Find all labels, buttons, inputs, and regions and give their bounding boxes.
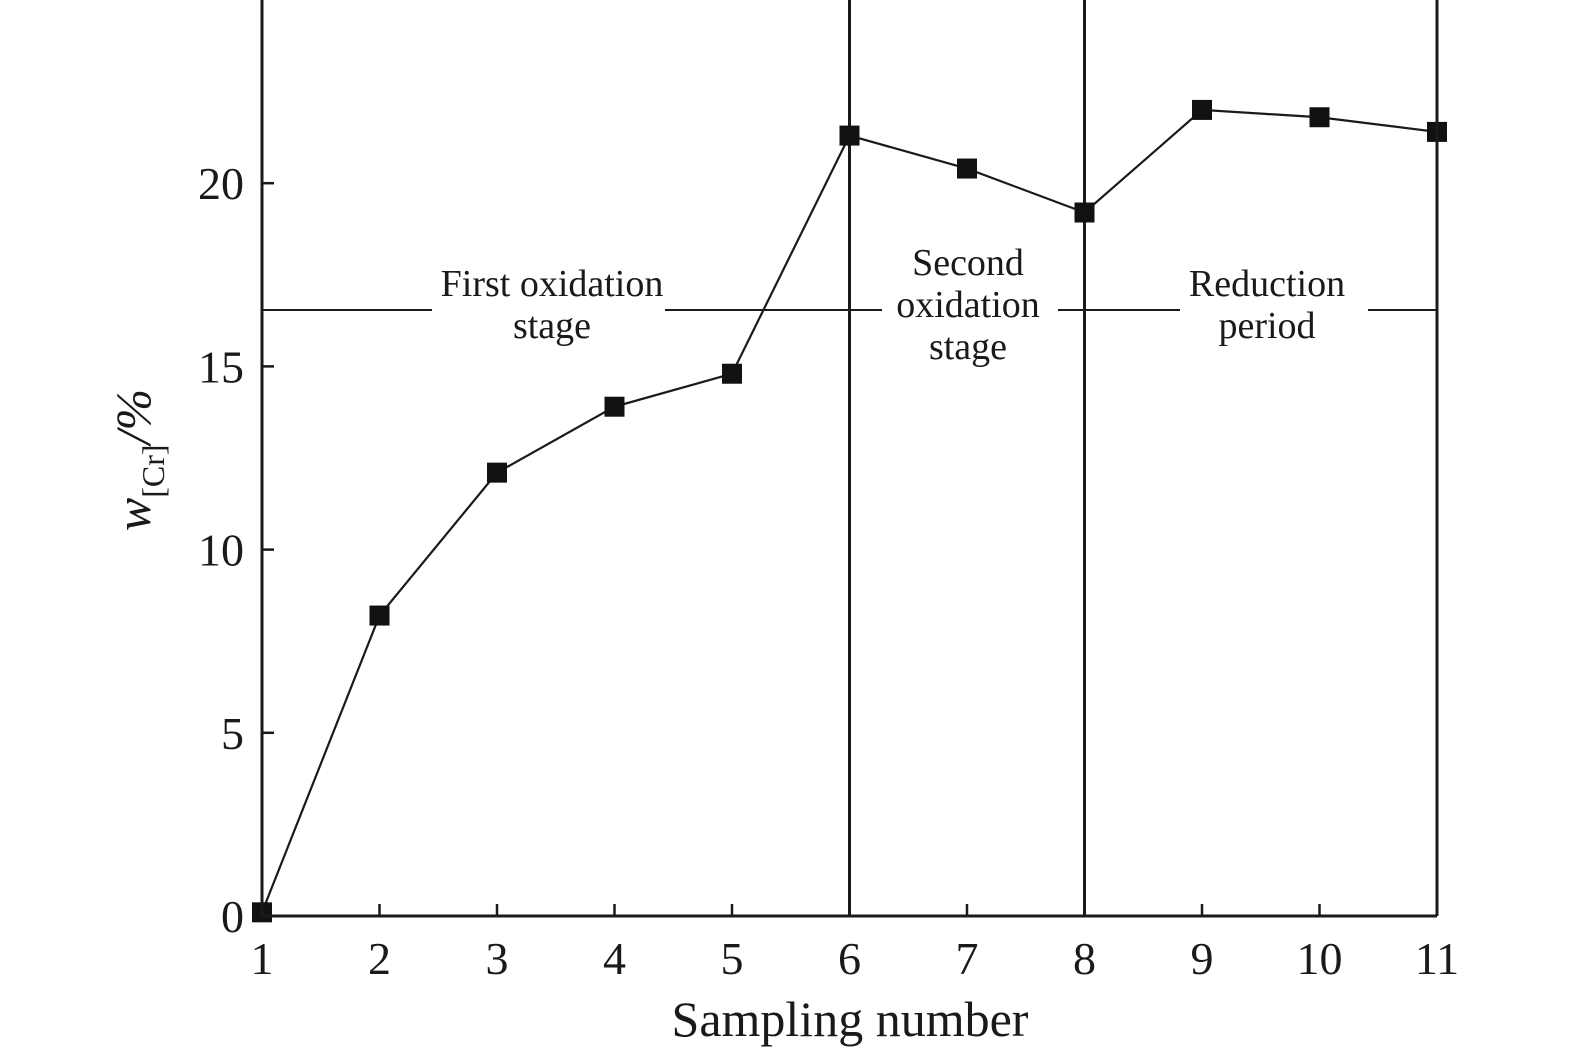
y-tick-label: 0	[221, 891, 244, 942]
stage-label-line: Reduction	[1189, 263, 1345, 305]
y-tick-label: 20	[198, 158, 244, 209]
stage-label: Second oxidation stage	[896, 242, 1040, 368]
stage-label-line: Second	[912, 242, 1024, 284]
y-axis-subscript: [Cr]	[135, 444, 171, 497]
stage-label-line: First oxidation	[441, 263, 664, 305]
x-tick-label: 2	[368, 933, 391, 984]
data-point	[722, 363, 742, 384]
x-tick-label: 1	[251, 933, 274, 984]
x-tick-label: 8	[1073, 933, 1096, 984]
axes: 1 2 3 4 5 6 7 8 9 10 11 0 5 10 15 20	[198, 0, 1459, 984]
x-axis-title: Sampling number	[672, 991, 1029, 1047]
x-tick-label: 7	[956, 933, 979, 984]
x-tick-label: 4	[603, 933, 626, 984]
y-tick-label: 10	[198, 525, 244, 576]
stage-label: First oxidation stage	[441, 263, 664, 347]
y-axis-title: w[Cr]/%	[105, 389, 171, 531]
data-point	[604, 396, 625, 417]
y-tick-label: 15	[198, 341, 244, 392]
stage-boundaries	[848, 0, 1086, 916]
x-tick-label: 3	[486, 933, 509, 984]
x-tick-label: 5	[721, 933, 744, 984]
stage-label-line: stage	[929, 326, 1007, 368]
data-point	[369, 605, 390, 626]
data-point	[487, 462, 507, 483]
x-tick-label: 10	[1297, 933, 1343, 984]
x-tick-label: 9	[1191, 933, 1214, 984]
series-layer	[252, 99, 1447, 923]
y-tick-label: 5	[221, 708, 244, 759]
stage-label: Reduction period	[1189, 263, 1345, 347]
data-point	[839, 125, 860, 146]
x-tick-label: 6	[838, 933, 861, 984]
y-axis-unit: /%	[105, 389, 161, 448]
x-tick-label: 11	[1415, 933, 1459, 984]
data-point	[1309, 107, 1330, 128]
y-axis-symbol: w	[105, 498, 161, 531]
stage-label-line: stage	[513, 305, 591, 347]
data-point	[1074, 202, 1095, 223]
data-point	[1192, 99, 1212, 120]
data-point	[957, 158, 977, 179]
stage-label-line: oxidation	[896, 284, 1040, 326]
stage-label-line: period	[1218, 305, 1315, 347]
